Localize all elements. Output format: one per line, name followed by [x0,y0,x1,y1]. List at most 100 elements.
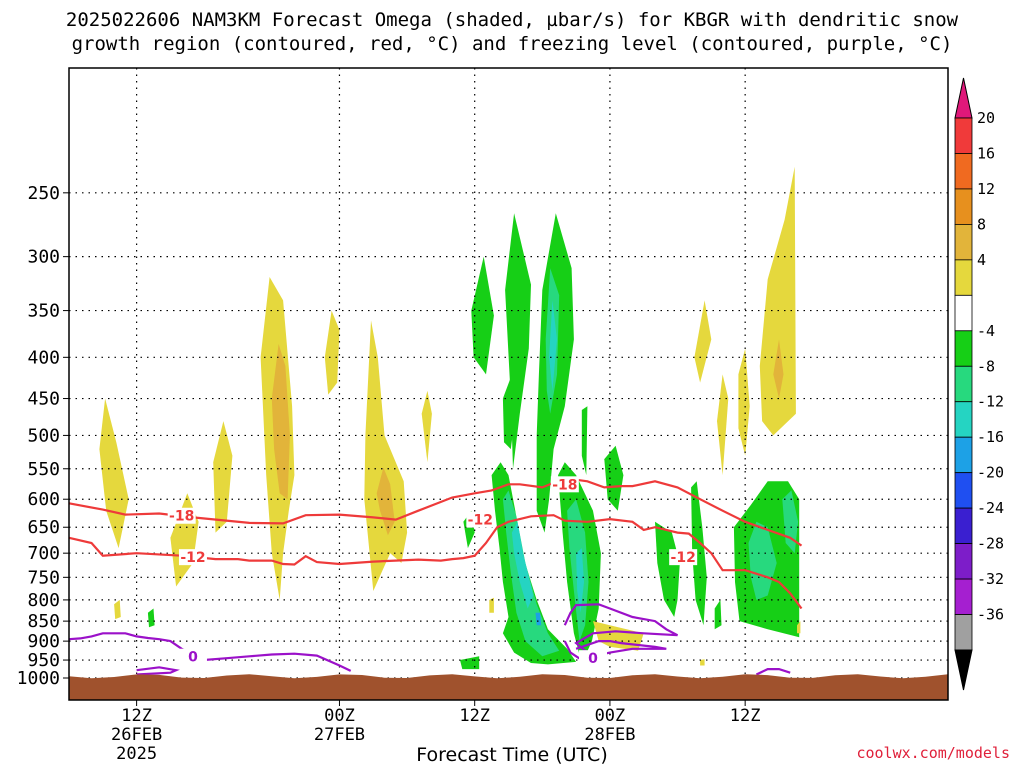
omega-region-11 [738,348,750,456]
colorbar-label-6: -8 [977,357,995,375]
contour-line-6 [755,668,791,676]
plot-border [68,67,949,701]
omega-region-12 [759,166,796,436]
colorbar-swatch-7 [954,365,973,403]
y-tick-label-500: 500 [27,425,60,446]
colorbar-label-12: -32 [977,570,1004,588]
y-tick-label-900: 900 [27,631,60,652]
omega-region-4 [271,343,290,500]
omega-region-32 [691,481,707,626]
omega-region-33 [714,599,722,630]
contour-line-2 [68,632,352,672]
omega-region-9 [694,300,712,383]
colorbar-swatch-10 [954,472,973,509]
colorbar-top-arrow [954,77,973,119]
omega-region-42 [797,621,801,634]
omega-region-40 [489,597,494,613]
x-tick-label-0-2: 2025 [116,744,157,764]
colorbar-label-0: 20 [977,109,995,127]
omega-region-2 [213,421,233,533]
omega-region-31 [655,521,680,617]
colorbar-swatch-13 [954,578,973,615]
omega-region-20 [535,612,542,626]
colorbar-label-11: -28 [977,535,1004,553]
contour-label-bg-6 [579,650,608,667]
omega-region-37 [147,608,155,628]
colorbar-swatch-3 [954,223,973,261]
omega-shading [99,166,801,670]
pressure-gridlines [69,68,948,700]
colorbar-label-1: 16 [977,144,995,162]
omega-region-14 [471,256,494,375]
contour-line-3 [136,666,180,676]
contour-label-bg-5 [178,648,207,665]
contour-label-bg-2 [178,549,207,566]
x-tick-label-0-1: 26FEB [111,725,162,745]
temperature-contours: -18 -18 -12 -12 -12 0 0 [68,476,803,676]
contour-label-4: -12 [671,550,696,566]
colorbar-label-5: -4 [977,322,995,340]
colorbar-swatch-11 [954,507,973,544]
omega-region-0 [99,398,129,549]
title-line-1: 2025022606 NAM3KM Forecast Omega (shaded… [65,9,959,31]
y-tick-label-650: 650 [27,517,60,538]
colorbar-label-4: 4 [977,251,986,269]
site-credit: coolwx.com/models [856,744,1010,762]
omega-region-39 [593,621,644,651]
omega-region-10 [717,374,729,476]
contour-label-1: -18 [552,477,577,493]
contour-label-bg-0 [167,507,196,524]
y-tick-label-950: 950 [27,650,60,671]
y-tick-label-850: 850 [27,611,60,632]
contour-line-0 [68,477,803,547]
colorbar-swatch-6 [954,330,973,367]
colorbar-label-3: 8 [977,215,986,233]
omega-region-27 [581,406,588,476]
colorbar-swatch-14 [954,614,973,651]
chart-title: 2025022606 NAM3KM Forecast Omega (shaded… [0,8,1024,56]
omega-region-19 [511,521,534,609]
y-tick-label-300: 300 [27,247,60,268]
omega-region-1 [170,493,199,587]
omega-region-41 [700,659,705,666]
colorbar-swatch-2 [954,188,973,225]
colorbar-swatch-12 [954,543,973,580]
omega-region-26 [576,548,584,613]
colorbar-bottom-arrow [954,649,973,691]
y-axis: 2503003504004505005506006507007508008509… [17,183,69,689]
y-tick-label-450: 450 [27,389,60,410]
y-tick-label-800: 800 [27,590,60,611]
contour-label-0: -18 [169,509,194,525]
contour-label-bg-4 [669,549,698,566]
contour-label-bg-1 [550,476,579,493]
x-axis-title: Forecast Time (UTC) [416,744,608,766]
y-tick-label-750: 750 [27,567,60,588]
contour-label-3: -12 [468,513,493,529]
y-tick-label-400: 400 [27,347,60,368]
y-tick-label-550: 550 [27,459,60,480]
y-tick-label-600: 600 [27,489,60,510]
colorbar-swatch-8 [954,401,973,438]
omega-region-35 [748,521,777,600]
y-tick-label-700: 700 [27,543,60,564]
colorbar-swatch-5 [954,294,973,332]
x-tick-label-3-0: 00Z [595,706,626,726]
y-tick-label-250: 250 [27,183,60,204]
x-tick-label-3-1: 28FEB [584,725,635,745]
ground-surface [69,674,948,700]
x-tick-label-0-0: 12Z [121,706,152,726]
contour-line-5 [575,640,667,658]
y-tick-label-350: 350 [27,301,60,322]
colorbar-swatch-9 [954,436,973,474]
colorbar-label-10: -24 [977,499,1004,517]
ground-layer [69,674,948,700]
omega-region-30 [460,656,480,670]
colorbar-swatch-1 [954,153,973,190]
omega-region-5 [324,310,340,395]
contour-label-5: 0 [188,650,198,666]
colorbar: 20 16 12 8 4 -4 -8 -12 -16 -20 -24 -28 -32 -36 [954,77,1004,691]
contour-label-2: -12 [180,550,205,566]
colorbar-label-13: -36 [977,606,1004,624]
